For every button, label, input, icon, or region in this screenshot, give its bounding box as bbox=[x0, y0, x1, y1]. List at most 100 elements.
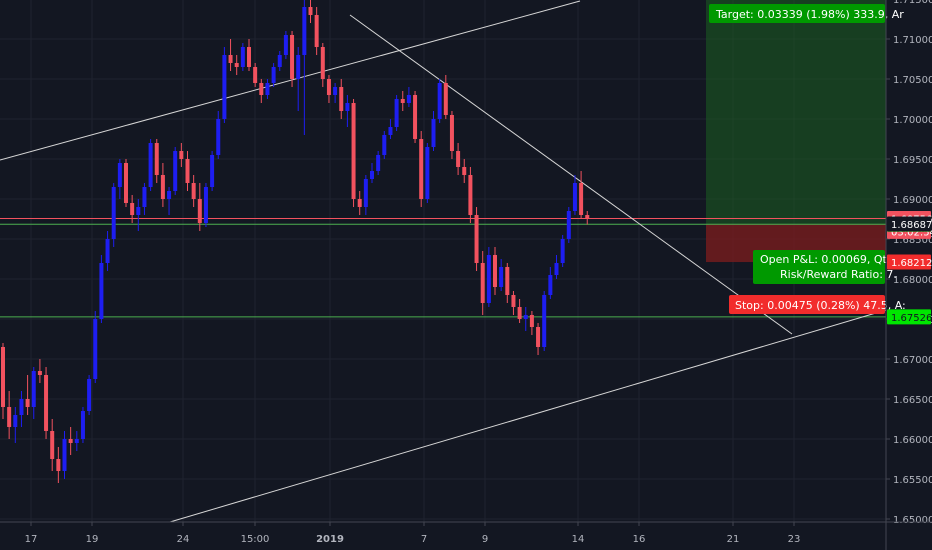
candle-body bbox=[308, 7, 313, 15]
candle-body bbox=[326, 79, 331, 95]
candle-body bbox=[167, 191, 172, 199]
candle-body bbox=[333, 87, 338, 95]
candles bbox=[1, 0, 590, 483]
candle-body bbox=[44, 375, 49, 431]
candle-body bbox=[197, 199, 202, 223]
candle-body bbox=[136, 207, 141, 215]
candle-body bbox=[505, 267, 510, 295]
time-axis[interactable]: 17 19 24 15:00 2019 7 9 14 16 21 23 bbox=[0, 521, 932, 545]
candle-body bbox=[449, 115, 454, 151]
price-tick-label: 1.68000 bbox=[893, 275, 932, 286]
candle-body bbox=[179, 151, 184, 159]
candle-body bbox=[456, 151, 461, 167]
candle-body bbox=[216, 119, 221, 155]
candle-body bbox=[394, 99, 399, 127]
candle-body bbox=[105, 239, 110, 263]
candle-body bbox=[283, 35, 288, 55]
candle-body bbox=[203, 187, 208, 223]
candle-body bbox=[560, 239, 565, 263]
candle-body bbox=[431, 119, 436, 147]
candle-body bbox=[87, 379, 92, 411]
time-tick-label: 14 bbox=[572, 534, 585, 545]
candle-body bbox=[191, 183, 196, 199]
price-label: 1.68687 bbox=[891, 220, 932, 231]
trend-line-descending[interactable] bbox=[349, 14, 793, 335]
time-tick-label: 21 bbox=[727, 534, 740, 545]
candle-body bbox=[74, 439, 79, 443]
candle-body bbox=[259, 83, 264, 95]
position-zones bbox=[706, 0, 886, 263]
price-tick-label: 1.66500 bbox=[893, 395, 932, 406]
profit-zone[interactable] bbox=[706, 0, 886, 225]
price-tick-label: 1.68500 bbox=[893, 235, 932, 246]
candle-body bbox=[80, 411, 85, 439]
time-tick-label: 9 bbox=[482, 534, 488, 545]
candle-body bbox=[572, 183, 577, 211]
candle-body bbox=[296, 55, 301, 79]
candle-body bbox=[493, 255, 497, 287]
stop-label-box bbox=[729, 295, 885, 314]
candle-body bbox=[529, 315, 534, 327]
candle-body bbox=[154, 143, 159, 175]
candle-body bbox=[56, 459, 61, 471]
candle-body bbox=[480, 263, 485, 303]
candle-body bbox=[25, 399, 30, 407]
candle-body bbox=[554, 263, 559, 275]
candle-body bbox=[277, 55, 282, 67]
candle-body bbox=[320, 47, 325, 79]
candle-body bbox=[228, 55, 233, 63]
candle-body bbox=[314, 15, 319, 47]
time-tick-label: 23 bbox=[788, 534, 801, 545]
candle-body bbox=[474, 215, 479, 263]
candle-body bbox=[93, 319, 98, 379]
candle-body bbox=[406, 95, 411, 103]
candle-body bbox=[523, 315, 528, 319]
rr-label: Risk/Reward Ratio: 7. bbox=[780, 268, 897, 281]
price-label-box bbox=[887, 309, 931, 325]
price-tick-label: 1.65000 bbox=[893, 515, 932, 526]
candle-body bbox=[517, 307, 522, 319]
candle-body bbox=[290, 35, 295, 79]
target-label: Target: 0.03339 (1.98%) 333.9, Ar bbox=[715, 8, 904, 21]
trend-line-lower[interactable] bbox=[169, 309, 887, 523]
price-tick-label: 1.70500 bbox=[893, 75, 932, 86]
price-tick-label: 1.66000 bbox=[893, 435, 932, 446]
price-label: 1.67526 bbox=[891, 313, 932, 324]
trend-line-upper[interactable] bbox=[0, 0, 581, 161]
candle-body bbox=[363, 179, 368, 207]
candle-body bbox=[499, 267, 504, 287]
candle-body bbox=[462, 167, 467, 175]
candle-body bbox=[548, 275, 553, 295]
candle-body bbox=[130, 203, 135, 215]
price-tick-label: 1.67000 bbox=[893, 355, 932, 366]
candle-body bbox=[579, 183, 584, 215]
candle-body bbox=[253, 67, 258, 83]
price-labels: 1.720261.6875603:02:541.686851.686871.68… bbox=[887, 211, 932, 325]
candle-body bbox=[68, 439, 73, 443]
candle-body bbox=[265, 83, 270, 95]
candle-body bbox=[536, 327, 541, 347]
candle-body bbox=[111, 187, 116, 239]
price-label-box bbox=[887, 254, 931, 270]
horizontal-lines bbox=[0, 218, 886, 318]
candle-body bbox=[142, 187, 147, 207]
price-tick-label: 1.71000 bbox=[893, 35, 932, 46]
candle-body bbox=[31, 371, 36, 407]
target-label-box bbox=[709, 4, 885, 23]
price-tick-label: 1.71500 bbox=[893, 0, 932, 6]
price-axis[interactable]: 1.65000 1.65500 1.66000 1.66500 1.67000 1.675… bbox=[885, 0, 932, 550]
candle-body bbox=[413, 95, 418, 139]
candle-body bbox=[400, 99, 405, 103]
candle-body bbox=[50, 431, 55, 459]
price-tick-label: 1.69500 bbox=[893, 155, 932, 166]
time-tick-label: 7 bbox=[421, 534, 427, 545]
candle-body bbox=[13, 415, 18, 427]
candle-body bbox=[99, 263, 104, 319]
time-tick-label: 17 bbox=[25, 534, 38, 545]
candle-body bbox=[19, 399, 24, 415]
candle-body bbox=[240, 47, 245, 67]
time-tick-label: 2019 bbox=[316, 534, 344, 545]
price-label: 03:02:54 bbox=[891, 227, 932, 238]
